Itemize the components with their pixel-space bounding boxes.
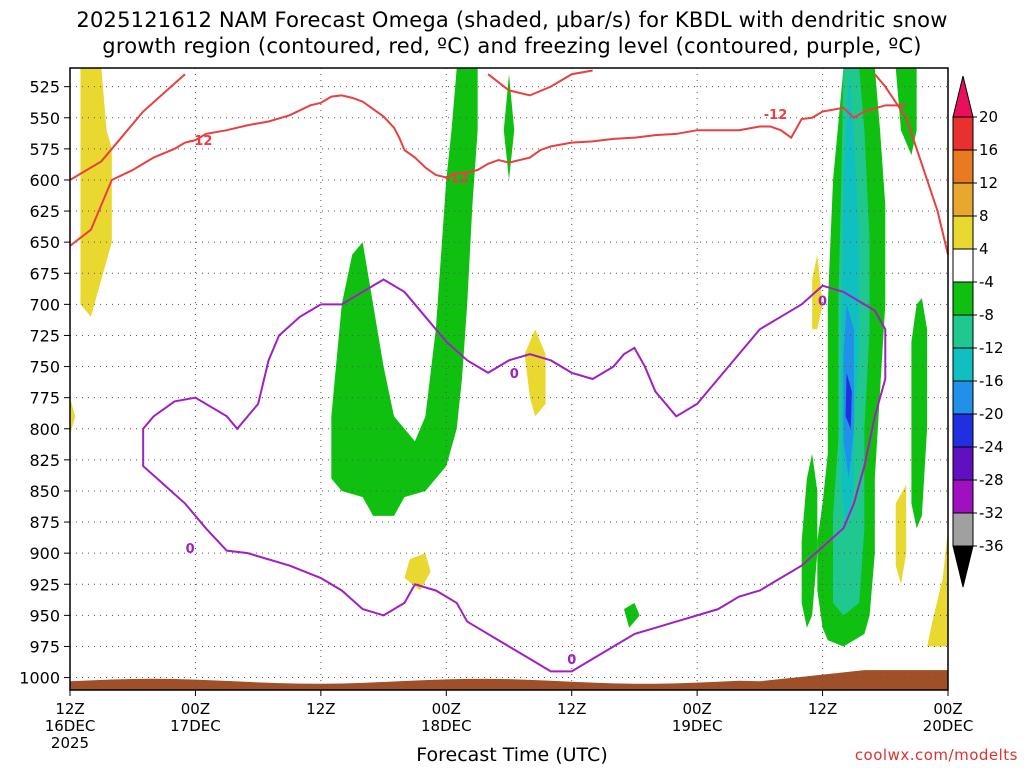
ytick-label-11: 800: [29, 420, 60, 439]
colorbar-cell-10: [952, 413, 974, 448]
colorbar-label-3: 8: [979, 207, 989, 225]
ytick-label-3: 600: [29, 171, 60, 190]
colorbar-label-10: -24: [979, 438, 1004, 456]
omega-shade-0: [80, 68, 112, 317]
colorbar-cell-9: [952, 380, 974, 415]
colorbar-cell-13: [952, 512, 974, 547]
xtick-label-1-1: 17DEC: [170, 717, 221, 735]
xtick-label-3-0: 00Z: [432, 700, 461, 718]
xtick-label-7-0: 00Z: [933, 700, 962, 718]
colorbar-cell-4: [952, 215, 974, 250]
colorbar-label-6: -8: [979, 306, 994, 324]
colorbar-bottom-arrow: [952, 545, 974, 588]
freezing-label-3: 0: [818, 295, 827, 310]
xtick-label-1-0: 00Z: [181, 700, 210, 718]
ytick-label-9: 750: [29, 358, 60, 377]
axes: 525 550 575 600 625 650 675 700 725 750 775 800 825 8…: [19, 67, 974, 752]
colorbar-label-12: -32: [979, 504, 1004, 522]
omega-shade-17: [812, 254, 823, 330]
colorbar-top-arrow: [952, 75, 974, 118]
credit-text: coolwx.com/modelts: [854, 746, 1018, 764]
colorbar-cell-5: [952, 248, 974, 283]
colorbar-label-2: 12: [979, 174, 998, 192]
ytick-label-1: 550: [29, 109, 60, 128]
colorbar-cell-3: [952, 182, 974, 217]
omega-shade-15: [895, 484, 907, 585]
terrain-fill: [70, 670, 948, 690]
plot-frame: [69, 67, 949, 691]
ytick-label-2: 575: [29, 140, 60, 159]
colorbar-cell-11: [952, 446, 974, 481]
omega-shade-14: [801, 453, 818, 628]
omega-shade-11: [845, 372, 852, 429]
ytick-label-19: 1000: [19, 669, 60, 688]
xtick-label-5-1: 19DEC: [672, 717, 723, 735]
colorbar-cell-8: [952, 347, 974, 382]
colorbar-label-11: -28: [979, 471, 1004, 489]
omega-shade-1: [70, 397, 76, 435]
omega-shade-13: [911, 298, 928, 529]
colorbar-label-4: 4: [979, 240, 989, 258]
ytick-label-18: 975: [29, 637, 60, 656]
omega-shade-5: [404, 553, 431, 591]
xtick-label-0-1: 16DEC: [45, 717, 96, 735]
dgz-contour-0: [69, 73, 186, 181]
freezing-label-2: 0: [567, 653, 576, 668]
ytick-label-12: 825: [29, 451, 60, 470]
colorbar-label-1: 16: [979, 141, 998, 159]
chart-title-line1: 2025121612 NAM Forecast Omega (shaded, µ…: [76, 8, 948, 32]
colorbar-cell-6: [952, 281, 974, 316]
freezing-contour-0: [142, 278, 887, 673]
omega-shade-6: [623, 602, 640, 628]
xtick-label-7-1: 20DEC: [923, 717, 974, 735]
xtick-label-0-0: 12Z: [55, 700, 84, 718]
ytick-label-7: 700: [29, 295, 60, 314]
omega-shade-2: [331, 68, 478, 516]
omega-shade-16: [927, 528, 948, 647]
ytick-label-13: 850: [29, 482, 60, 501]
dgz-contour-2: [487, 69, 593, 97]
colorbar-cell-1: [952, 116, 974, 151]
xtick-label-3-1: 18DEC: [421, 717, 472, 735]
colorbar-cell-12: [952, 479, 974, 514]
ytick-label-8: 725: [29, 326, 60, 345]
ytick-label-15: 900: [29, 544, 60, 563]
omega-shade-3: [503, 74, 515, 180]
colorbar-label-9: -20: [979, 405, 1004, 423]
plot-area: -12 -12 -12 0 0 0 0: [69, 68, 949, 690]
xtick-label-4-0: 12Z: [557, 700, 586, 718]
dgz-contour-1: [69, 94, 907, 247]
colorbar-cell-7: [952, 314, 974, 349]
ytick-label-5: 650: [29, 233, 60, 252]
xtick-label-5-0: 00Z: [682, 700, 711, 718]
dgz-label-1: -12: [445, 171, 469, 186]
xtick-label-0-2: 2025: [51, 734, 89, 752]
colorbar-label-8: -16: [979, 372, 1004, 390]
ytick-label-14: 875: [29, 513, 60, 532]
colorbar-label-0: 20: [979, 108, 998, 126]
ytick-label-10: 775: [29, 389, 60, 408]
chart-title-line2: growth region (contoured, red, ºC) and f…: [102, 34, 922, 58]
ytick-label-6: 675: [29, 264, 60, 283]
xtick-label-2-0: 12Z: [306, 700, 335, 718]
dgz-label-2: -12: [764, 108, 788, 123]
omega-shade-4: [524, 329, 546, 417]
colorbar-label-7: -12: [979, 339, 1004, 357]
x-axis-label: Forecast Time (UTC): [416, 744, 608, 766]
colorbar-label-5: -4: [979, 273, 994, 291]
ytick-label-4: 625: [29, 202, 60, 221]
ytick-label-16: 925: [29, 575, 60, 594]
colorbar-cell-2: [952, 149, 974, 184]
colorbar: 20 16 12 8 4 -4 -8 -12 -16 -20 -24 -28 -32 -36: [952, 75, 1004, 588]
freezing-label-0: 0: [186, 542, 195, 557]
xtick-label-6-0: 12Z: [808, 700, 837, 718]
ytick-label-17: 950: [29, 606, 60, 625]
dgz-contour-3: [874, 73, 949, 255]
ytick-label-0: 525: [29, 78, 60, 97]
dgz-label-0: -12: [189, 134, 213, 149]
colorbar-label-13: -36: [979, 537, 1004, 555]
freezing-label-1: 0: [510, 367, 519, 382]
